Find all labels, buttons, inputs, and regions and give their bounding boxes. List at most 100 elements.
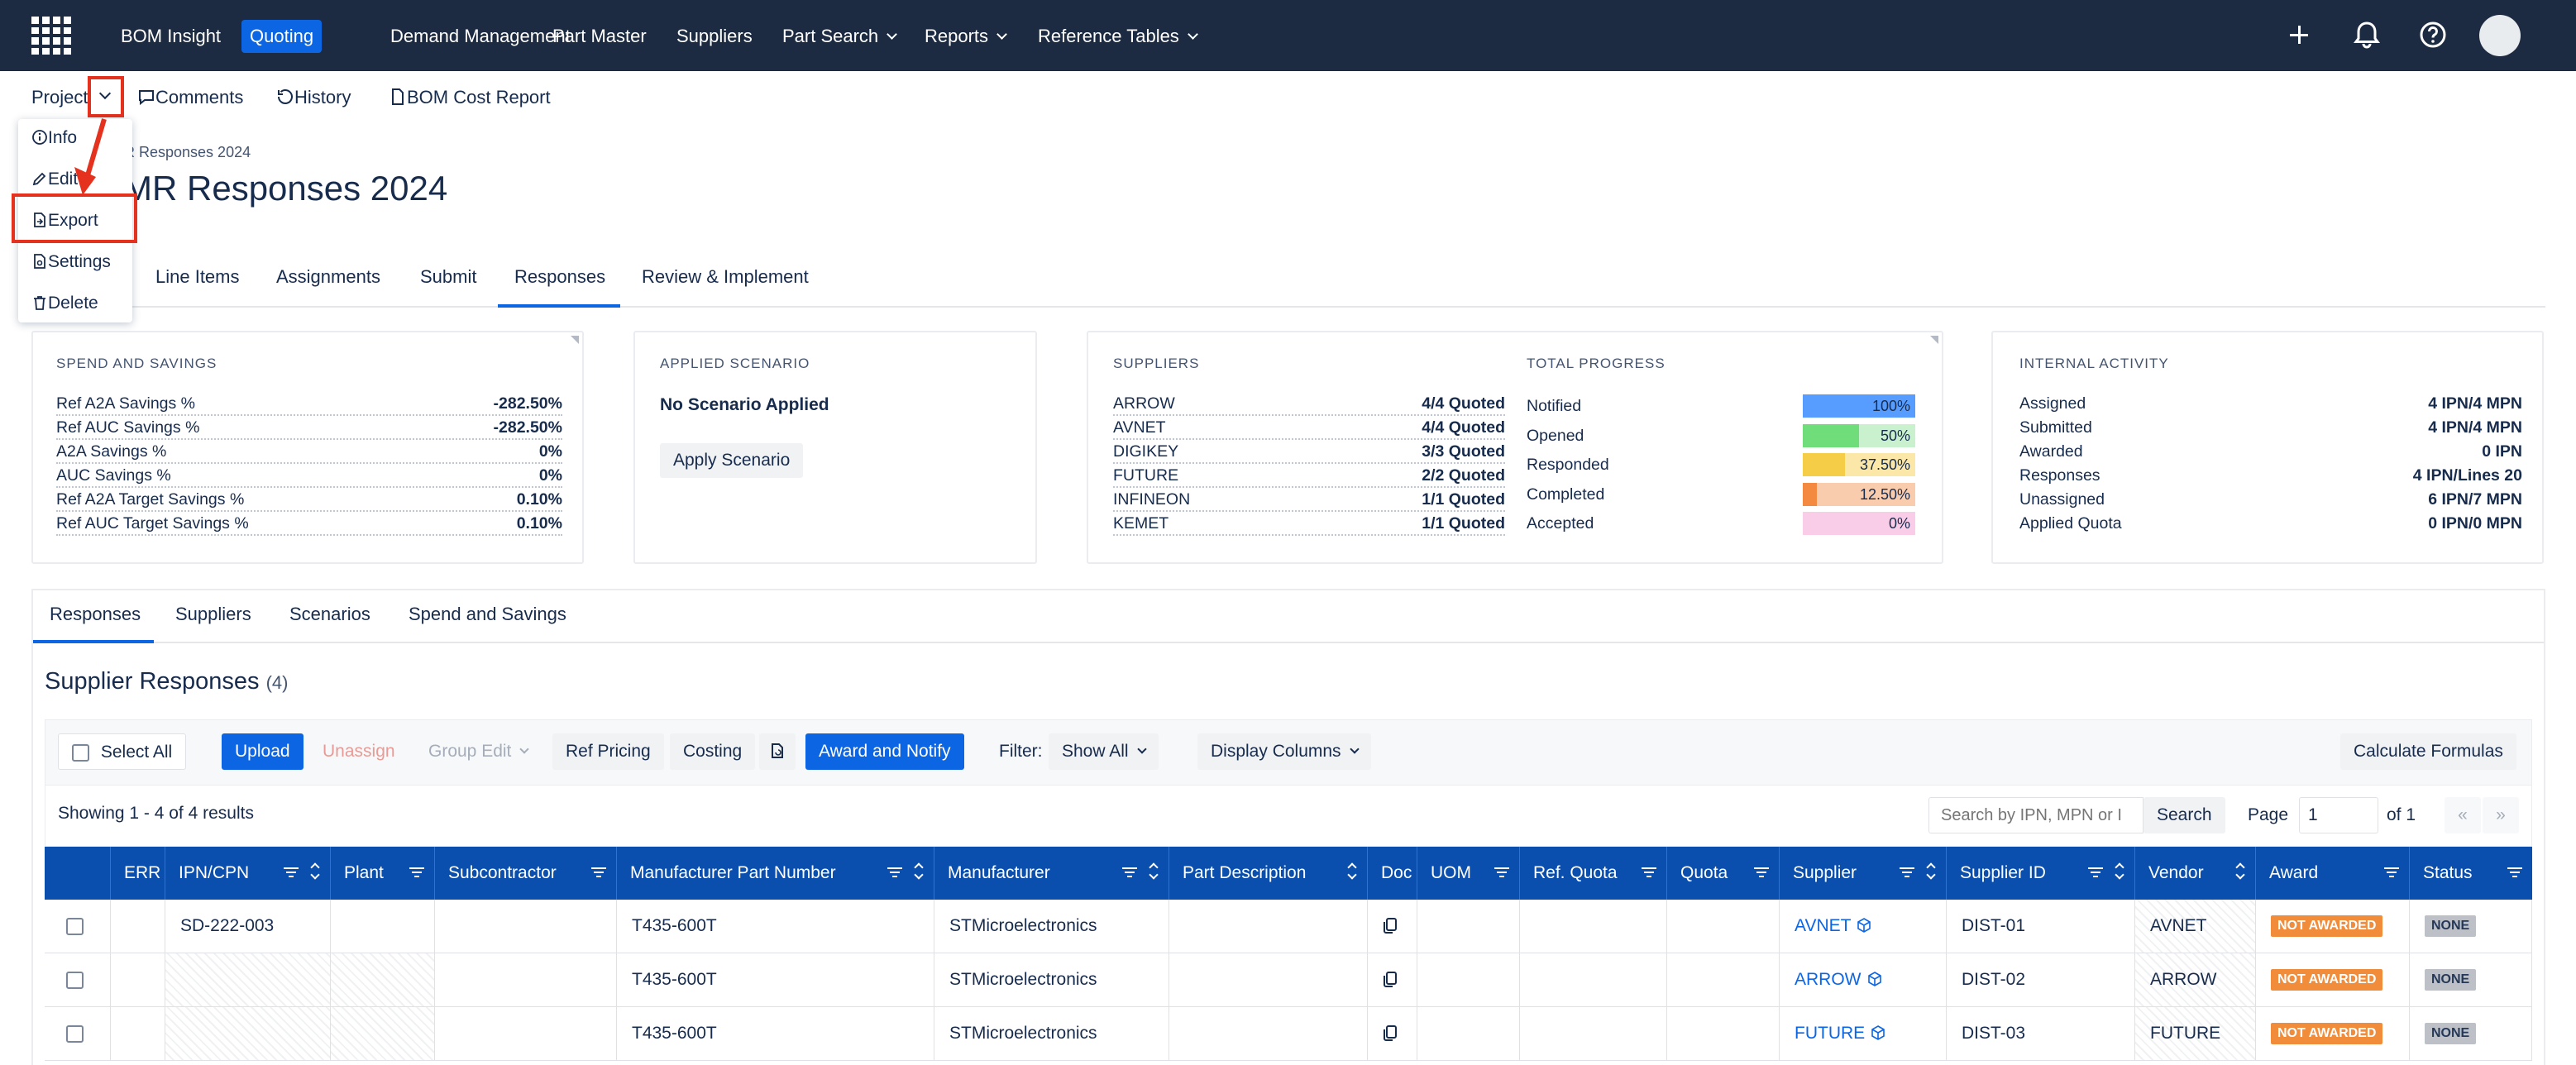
filter-icon[interactable] [1122, 867, 1137, 877]
column-header-manufacturer[interactable]: Manufacturer [934, 847, 1169, 900]
supplier-cell[interactable]: AVNET [1780, 900, 1947, 953]
upload-button[interactable]: Upload [222, 733, 303, 770]
table-row[interactable]: T435-600T STMicroelectronics FUTURE DIST-03… [45, 1007, 2532, 1061]
help-icon[interactable] [2416, 18, 2449, 51]
nav-quoting[interactable]: Quoting [241, 20, 323, 53]
filter-icon[interactable] [2384, 867, 2399, 877]
tab-review-implement[interactable]: Review & Implement [642, 266, 809, 287]
column-header-supplier[interactable]: Supplier [1780, 847, 1947, 900]
subtab-responses[interactable]: Responses [50, 604, 141, 624]
project-menu-toggle[interactable] [88, 76, 124, 117]
column-header-uom[interactable]: UOM [1417, 847, 1520, 900]
supplier-link[interactable]: AVNET [1795, 916, 1852, 935]
award-and-notify-button[interactable]: Award and Notify [805, 733, 964, 770]
sort-icon[interactable] [914, 864, 924, 879]
sort-icon[interactable] [1926, 864, 1936, 879]
display-columns-button[interactable]: Display Columns [1197, 733, 1371, 770]
menu-item-settings[interactable]: Settings [31, 250, 111, 275]
row-checkbox[interactable] [66, 1024, 84, 1043]
subtab-scenarios[interactable]: Scenarios [289, 604, 370, 624]
row-checkbox[interactable] [66, 917, 84, 935]
filter-icon[interactable] [409, 867, 424, 877]
subtab-suppliers[interactable]: Suppliers [175, 604, 251, 624]
column-header-subcontractor[interactable]: Subcontractor [435, 847, 617, 900]
plus-icon[interactable] [2287, 23, 2311, 46]
unassign-button[interactable]: Unassign [323, 742, 395, 761]
app-grid-logo-icon[interactable] [31, 17, 71, 55]
copy-doc-icon[interactable] [1381, 916, 1399, 934]
menu-item-edit[interactable]: Edit [31, 167, 78, 192]
bom-cost-report-button[interactable]: BOM Cost Report [389, 83, 551, 112]
group-edit-button[interactable]: Group Edit [415, 733, 541, 770]
nav-demand-management[interactable]: Demand Management [390, 26, 571, 46]
prev-page-button[interactable]: « [2445, 797, 2481, 833]
column-header-vendor[interactable]: Vendor [2135, 847, 2256, 900]
sort-icon[interactable] [1347, 864, 1357, 879]
user-avatar[interactable] [2479, 15, 2521, 56]
filter-icon[interactable] [2088, 867, 2103, 877]
column-header-quota[interactable]: Quota [1667, 847, 1780, 900]
search-input[interactable] [1928, 797, 2143, 833]
next-page-button[interactable]: » [2483, 797, 2519, 833]
page-input[interactable] [2299, 797, 2378, 833]
menu-item-info[interactable]: Info [31, 126, 77, 150]
doc-cell[interactable] [1368, 900, 1417, 953]
sort-icon[interactable] [310, 864, 320, 879]
tab-submit[interactable]: Submit [420, 266, 477, 287]
tab-responses[interactable]: Responses [514, 266, 606, 287]
calculate-formulas-button[interactable]: Calculate Formulas [2340, 733, 2516, 770]
nav-part-search[interactable]: Part Search [774, 20, 904, 53]
supplier-link[interactable]: FUTURE [1795, 1024, 1866, 1043]
column-header-plant[interactable]: Plant [331, 847, 435, 900]
column-header-mpn[interactable]: Manufacturer Part Number [617, 847, 934, 900]
column-header-award[interactable]: Award [2256, 847, 2410, 900]
subtab-spend-and-savings[interactable]: Spend and Savings [409, 604, 566, 624]
nav-bom-insight[interactable]: BOM Insight [121, 26, 222, 46]
copy-doc-icon[interactable] [1381, 1024, 1399, 1042]
menu-item-export[interactable]: Export [31, 208, 98, 233]
history-button[interactable]: History [276, 83, 351, 112]
column-header-part-description[interactable]: Part Description [1169, 847, 1368, 900]
apply-scenario-button[interactable]: Apply Scenario [660, 443, 804, 478]
search-button[interactable]: Search [2143, 797, 2225, 833]
nav-reports[interactable]: Reports [916, 20, 1014, 53]
select-all-button[interactable]: Select All [58, 733, 187, 770]
copy-doc-icon[interactable] [1381, 970, 1399, 988]
supplier-link[interactable]: ARROW [1795, 970, 1862, 989]
cube-icon[interactable] [1866, 971, 1883, 987]
column-header-err[interactable]: ERR [111, 847, 165, 900]
comments-button[interactable]: Comments [137, 83, 243, 112]
bell-icon[interactable] [2350, 18, 2383, 51]
column-header-ipn[interactable]: IPN/CPN [165, 847, 331, 900]
nav-suppliers[interactable]: Suppliers [676, 26, 753, 46]
doc-cell[interactable] [1368, 953, 1417, 1006]
cube-icon[interactable] [1870, 1024, 1886, 1041]
nav-part-master[interactable]: Part Master [552, 26, 647, 46]
supplier-cell[interactable]: FUTURE [1780, 1007, 1947, 1060]
breadcrumb[interactable]: g MR Responses 2024 [99, 144, 251, 160]
column-header-status[interactable]: Status [2410, 847, 2532, 900]
filter-select[interactable]: Show All [1049, 733, 1159, 770]
cube-icon[interactable] [1856, 917, 1872, 934]
table-row[interactable]: T435-600T STMicroelectronics ARROW DIST-02 A… [45, 953, 2532, 1007]
select-all-checkbox[interactable] [72, 743, 89, 762]
filter-icon[interactable] [1900, 867, 1914, 877]
project-menu-label[interactable]: Project [31, 87, 88, 107]
column-header-ref-quota[interactable]: Ref. Quota [1520, 847, 1667, 900]
filter-icon[interactable] [591, 867, 606, 877]
sort-icon[interactable] [1149, 864, 1159, 879]
supplier-cell[interactable]: ARROW [1780, 953, 1947, 1006]
filter-icon[interactable] [1754, 867, 1769, 877]
column-header-doc[interactable]: Doc [1368, 847, 1417, 900]
doc-cell[interactable] [1368, 1007, 1417, 1060]
tab-line-items[interactable]: Line Items [155, 266, 240, 287]
filter-icon[interactable] [887, 867, 902, 877]
costing-refresh-button[interactable] [759, 733, 796, 770]
nav-reference-tables[interactable]: Reference Tables [1030, 20, 1205, 53]
ref-pricing-button[interactable]: Ref Pricing [552, 733, 664, 770]
filter-icon[interactable] [2507, 867, 2522, 877]
tab-assignments[interactable]: Assignments [276, 266, 380, 287]
row-checkbox[interactable] [66, 971, 84, 989]
table-row[interactable]: SD-222-003 T435-600T STMicroelectronics AVN… [45, 900, 2532, 953]
filter-icon[interactable] [1494, 867, 1509, 877]
